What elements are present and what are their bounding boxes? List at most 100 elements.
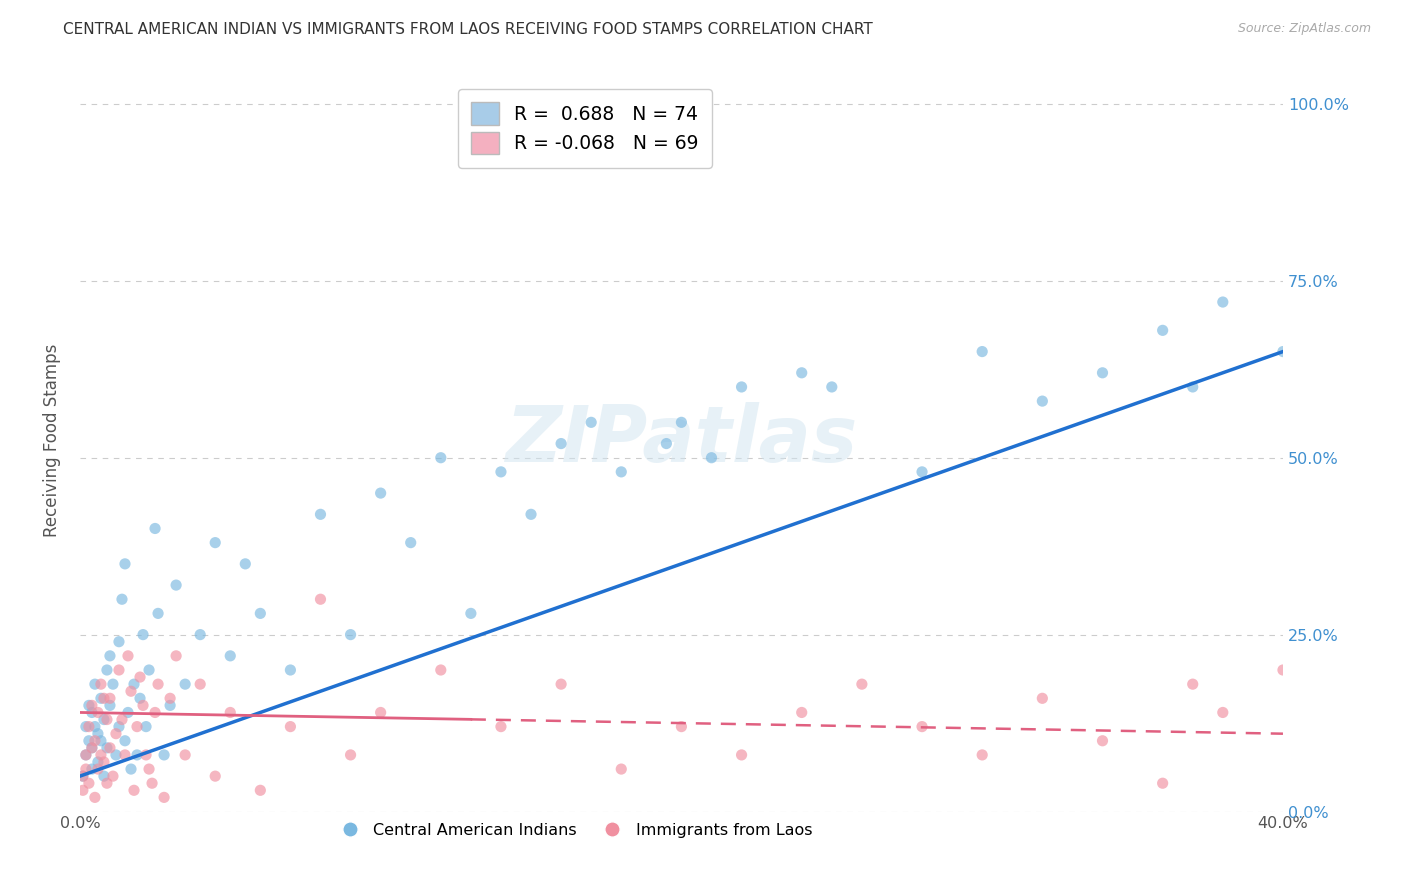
Point [1362, 762, 1385, 776]
Point [117, 706, 139, 720]
Point [1181, 380, 1204, 394]
Point [280, 663, 302, 677]
Point [120, 762, 142, 776]
Point [579, 415, 602, 429]
Point [1331, 366, 1354, 380]
Point [249, 783, 271, 797]
Point [219, 648, 242, 663]
Point [90, 733, 112, 747]
Point [520, 508, 543, 522]
Point [87, 762, 110, 776]
Point [550, 677, 572, 691]
Point [98, 691, 121, 706]
Point [90, 677, 112, 691]
Point [188, 677, 211, 691]
Point [111, 592, 134, 607]
Point [821, 380, 844, 394]
Point [77, 698, 100, 713]
Point [120, 684, 142, 698]
Point [72, 769, 94, 783]
Point [80, 762, 103, 776]
Point [610, 762, 633, 776]
Point [96, 740, 118, 755]
Point [790, 366, 813, 380]
Point [98, 698, 121, 713]
Point [851, 677, 873, 691]
Point [1031, 394, 1053, 409]
Point [77, 733, 100, 747]
Point [143, 521, 166, 535]
Point [72, 783, 94, 797]
Point [108, 663, 131, 677]
Point [108, 720, 131, 734]
Point [550, 436, 572, 450]
Point [339, 627, 361, 641]
Point [96, 663, 118, 677]
Point [101, 677, 124, 691]
Point [153, 747, 176, 762]
Point [1302, 238, 1324, 252]
Point [159, 691, 181, 706]
Y-axis label: Receiving Food Stamps: Receiving Food Stamps [44, 343, 60, 537]
Point [700, 450, 723, 465]
Point [1302, 747, 1324, 762]
Point [141, 776, 163, 790]
Point [138, 762, 160, 776]
Point [129, 670, 152, 684]
Point [1152, 323, 1174, 337]
Point [129, 691, 152, 706]
Point [87, 727, 110, 741]
Point [370, 486, 392, 500]
Point [117, 648, 139, 663]
Point [911, 465, 934, 479]
Point [339, 747, 361, 762]
Point [96, 776, 118, 790]
Point [489, 720, 512, 734]
Point [671, 415, 693, 429]
Point [114, 557, 136, 571]
Point [430, 450, 453, 465]
Point [1212, 706, 1234, 720]
Point [233, 557, 256, 571]
Point [730, 747, 752, 762]
Point [143, 706, 166, 720]
Point [174, 747, 197, 762]
Point [80, 706, 103, 720]
Point [1212, 295, 1234, 310]
Point [132, 627, 155, 641]
Point [84, 720, 107, 734]
Point [80, 740, 103, 755]
Point [219, 706, 242, 720]
Point [146, 677, 169, 691]
Point [153, 790, 176, 805]
Point [125, 747, 148, 762]
Point [75, 747, 97, 762]
Point [165, 578, 187, 592]
Point [1152, 776, 1174, 790]
Point [1091, 733, 1114, 747]
Point [90, 747, 112, 762]
Point [249, 607, 271, 621]
Text: ZIPatlas: ZIPatlas [505, 402, 858, 478]
Point [125, 720, 148, 734]
Point [460, 607, 482, 621]
Point [80, 698, 103, 713]
Point [90, 691, 112, 706]
Point [1031, 691, 1053, 706]
Point [114, 733, 136, 747]
Point [204, 535, 226, 549]
Point [84, 733, 107, 747]
Point [84, 677, 107, 691]
Point [108, 634, 131, 648]
Point [911, 720, 934, 734]
Point [98, 648, 121, 663]
Point [122, 677, 145, 691]
Point [1271, 663, 1294, 677]
Point [122, 783, 145, 797]
Point [93, 755, 115, 769]
Point [1392, 733, 1406, 747]
Point [1091, 366, 1114, 380]
Point [204, 769, 226, 783]
Point [132, 698, 155, 713]
Point [655, 436, 678, 450]
